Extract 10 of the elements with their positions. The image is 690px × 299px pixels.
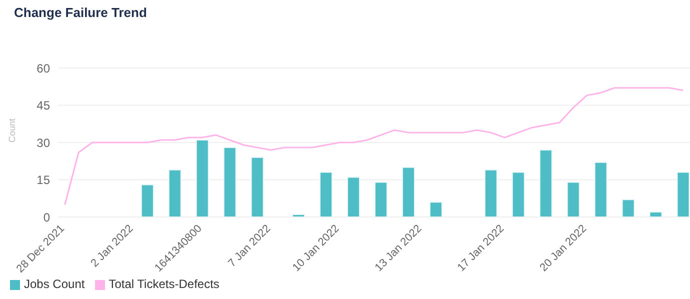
y-tick-label: 15 (36, 173, 50, 188)
y-tick-label: 30 (36, 136, 50, 150)
y-axis-title: Count (7, 118, 18, 142)
legend-label: Total Tickets-Defects (108, 277, 220, 291)
y-tick-label: 45 (36, 98, 50, 113)
chart-title: Change Failure Trend (14, 5, 147, 20)
y-tick-label: 0 (43, 210, 50, 224)
line-series (64, 87, 684, 206)
y-tick-label: 60 (36, 61, 50, 76)
legend-label: Jobs Count (24, 277, 85, 291)
